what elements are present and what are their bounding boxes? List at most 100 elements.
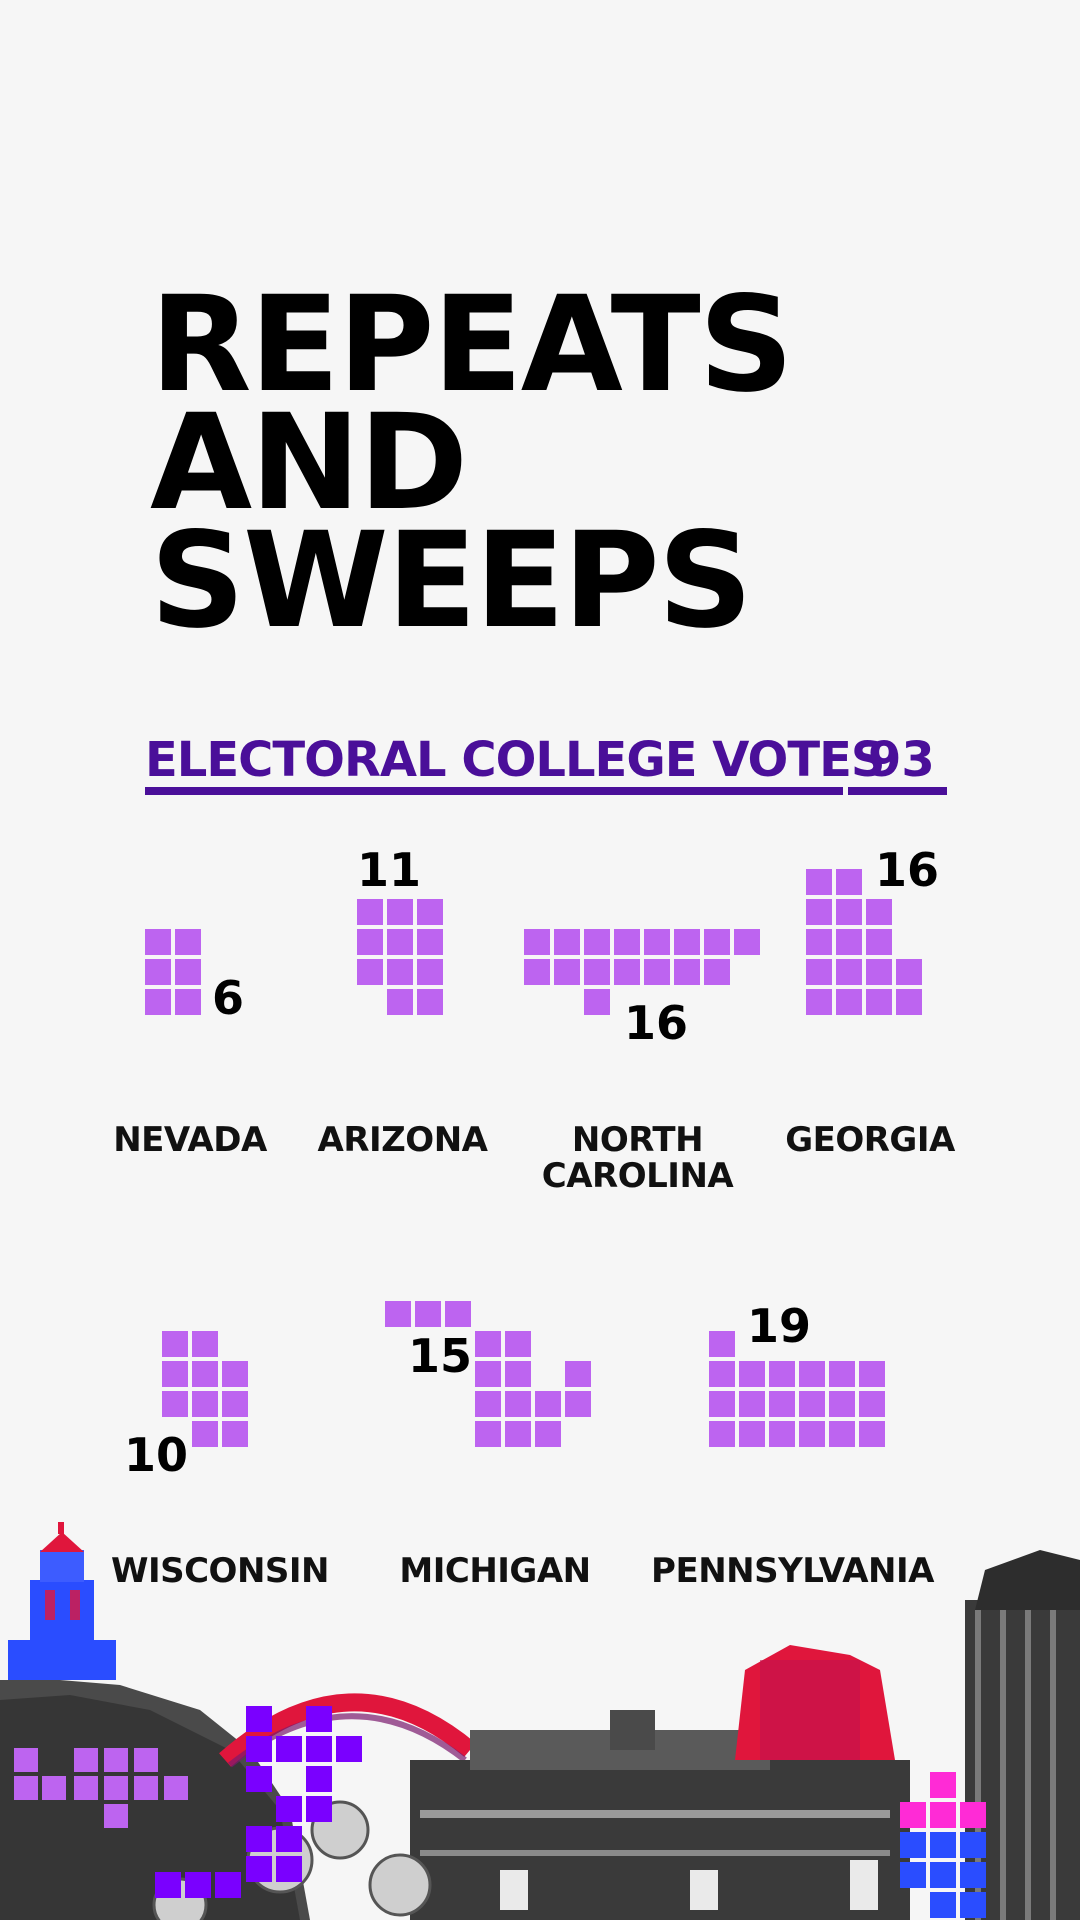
georgia-vote-square [806,989,832,1015]
wisconsin-vote-square [162,1391,188,1417]
page-title: REPEATS AND SWEEPS [150,268,794,658]
pennsylvania-vote-square [709,1391,735,1417]
georgia-vote-square [866,929,892,955]
north-carolina-vote-square [554,929,580,955]
michigan-vote-square [445,1301,471,1327]
michigan-vote-square [505,1421,531,1447]
michigan-vote-square [505,1391,531,1417]
michigan-vote-square [565,1361,591,1387]
state-label-nevada: NEVADA [113,1120,267,1160]
pennsylvania-vote-square [829,1421,855,1447]
michigan-vote-square [415,1301,441,1327]
north-carolina-vote-square [584,929,610,955]
nevada-vote-square [145,959,171,985]
state-label-north-carolina-line2: CAROLINA [541,1156,734,1196]
georgia-vote-square [896,959,922,985]
north-carolina-vote-square [704,929,730,955]
electoral-votes-label: ELECTORAL COLLEGE VOTES [145,732,885,788]
pennsylvania-vote-square [709,1421,735,1447]
michigan-vote-square [475,1361,501,1387]
michigan-vote-square [475,1331,501,1357]
arizona-vote-square [387,959,413,985]
nevada-votes: 6 [212,971,245,1025]
pennsylvania-vote-square [739,1421,765,1447]
michigan-vote-square [475,1421,501,1447]
arizona-vote-square [387,989,413,1015]
state-label-georgia: GEORGIA [785,1120,955,1160]
pennsylvania-vote-square [709,1361,735,1387]
georgia-vote-square [806,929,832,955]
georgia-vote-square [866,899,892,925]
arizona-vote-square [357,959,383,985]
pennsylvania-vote-square [709,1331,735,1357]
arizona-votes: 11 [357,843,422,897]
georgia-vote-square [866,959,892,985]
pennsylvania-vote-square [829,1391,855,1417]
georgia-vote-square [866,989,892,1015]
state-label-arizona: ARIZONA [317,1120,488,1160]
wisconsin-vote-square [222,1361,248,1387]
arizona-vote-square [417,989,443,1015]
state-label-michigan: MICHIGAN [399,1551,591,1591]
nevada-vote-square [175,959,201,985]
michigan-vote-square [475,1391,501,1417]
title-line-2: AND [150,386,468,540]
state-label-wisconsin: WISCONSIN [110,1551,330,1591]
arizona-vote-square [387,899,413,925]
nevada-vote-square [175,929,201,955]
arizona-vote-square [357,899,383,925]
state-label-north-carolina: NORTH CAROLINA [530,1122,745,1194]
michigan-vote-square [505,1361,531,1387]
north-carolina-vote-square [524,929,550,955]
nevada-vote-square [145,989,171,1015]
title-line-1: REPEATS [150,268,794,422]
michigan-vote-square [535,1421,561,1447]
wisconsin-vote-square [222,1391,248,1417]
pennsylvania-vote-square [829,1361,855,1387]
nevada-vote-square [145,929,171,955]
pennsylvania-vote-square [859,1361,885,1387]
north-carolina-vote-square [644,929,670,955]
georgia-vote-square [806,959,832,985]
pennsylvania-vote-square [859,1391,885,1417]
title-line-3: SWEEPS [150,504,753,658]
pennsylvania-vote-square [799,1421,825,1447]
pennsylvania-vote-square [739,1361,765,1387]
north-carolina-votes: 16 [624,996,689,1050]
wisconsin-votes: 10 [124,1428,189,1482]
north-carolina-vote-square [524,959,550,985]
michigan-vote-square [505,1331,531,1357]
arizona-vote-square [417,929,443,955]
north-carolina-vote-square [674,929,700,955]
north-carolina-vote-square [704,959,730,985]
pennsylvania-vote-square [739,1391,765,1417]
georgia-vote-square [836,899,862,925]
lighthouse-icon [8,1522,116,1680]
pennsylvania-vote-square [859,1421,885,1447]
pennsylvania-votes: 19 [747,1299,812,1353]
georgia-vote-square [896,989,922,1015]
total-underline [848,787,947,795]
georgia-vote-square [806,899,832,925]
georgia-votes: 16 [875,843,940,897]
michigan-vote-square [565,1391,591,1417]
north-carolina-vote-square [674,959,700,985]
pennsylvania-vote-square [769,1361,795,1387]
pennsylvania-vote-square [769,1391,795,1417]
north-carolina-vote-square [614,929,640,955]
wisconsin-vote-square [192,1391,218,1417]
georgia-vote-square [806,869,832,895]
north-carolina-vote-square [554,959,580,985]
arizona-vote-square [417,899,443,925]
pennsylvania-vote-square [799,1391,825,1417]
north-carolina-vote-square [734,929,760,955]
michigan-votes: 15 [408,1329,473,1383]
michigan-vote-square [385,1301,411,1327]
label-underline [145,787,843,795]
city-skyline-icon [0,1522,1080,1920]
wisconsin-vote-square [192,1421,218,1447]
pennsylvania-vote-square [769,1421,795,1447]
pennsylvania-vote-square [799,1361,825,1387]
wisconsin-vote-square [192,1331,218,1357]
